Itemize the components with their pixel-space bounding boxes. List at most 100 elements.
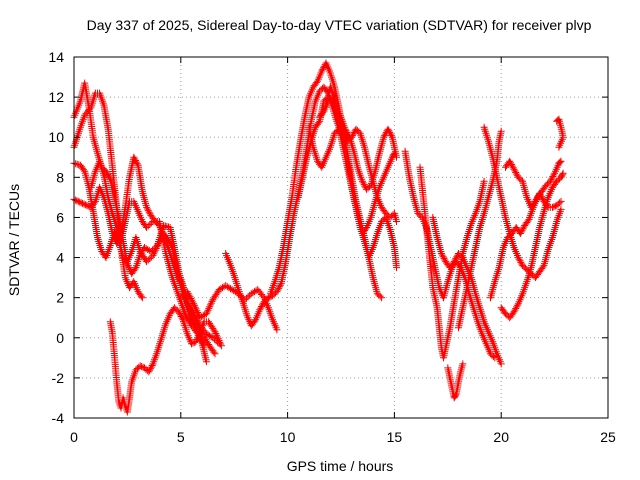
data-point <box>500 196 502 198</box>
data-point <box>387 128 389 130</box>
data-point <box>210 347 212 349</box>
data-point <box>547 248 549 251</box>
data-point <box>199 331 201 333</box>
data-point <box>146 226 148 229</box>
data-point <box>534 200 537 202</box>
data-point <box>212 337 214 339</box>
data-point <box>457 327 460 329</box>
data-point <box>152 255 154 257</box>
data-point <box>558 162 560 164</box>
data-point <box>96 152 99 154</box>
data-point <box>94 170 96 172</box>
data-point <box>442 297 445 299</box>
data-point <box>99 186 101 188</box>
data-point <box>432 287 434 289</box>
data-point <box>472 307 474 309</box>
data-point <box>494 281 496 283</box>
data-point <box>366 188 368 190</box>
data-point <box>137 210 139 212</box>
data-point <box>466 287 468 289</box>
data-markers <box>455 127 505 332</box>
data-point <box>460 371 462 373</box>
data-point <box>442 357 445 359</box>
data-point <box>562 172 564 174</box>
data-point <box>355 128 357 130</box>
data-point <box>551 186 554 188</box>
x-tick-label: 0 <box>70 429 78 445</box>
data-point <box>492 156 494 158</box>
data-point <box>319 120 321 122</box>
data-point <box>522 180 524 182</box>
data-point <box>363 146 366 148</box>
data-point <box>509 317 511 319</box>
data-point <box>242 301 244 303</box>
data-point <box>447 281 449 283</box>
data-point <box>428 246 430 249</box>
data-point <box>81 202 84 204</box>
data-point <box>107 212 109 214</box>
data-point <box>434 267 436 269</box>
data-point <box>517 303 519 305</box>
data-point <box>92 136 94 138</box>
data-point <box>195 341 197 343</box>
data-point <box>539 226 541 229</box>
data-point <box>190 343 193 345</box>
data-point <box>267 297 269 299</box>
data-point <box>152 363 154 365</box>
data-point <box>370 184 372 186</box>
data-point <box>457 381 460 383</box>
x-axis-label: GPS time / hours <box>287 458 394 474</box>
data-point <box>299 140 301 142</box>
data-point <box>143 367 146 369</box>
data-point <box>404 150 406 152</box>
x-tick-label: 5 <box>177 429 185 445</box>
data-point <box>131 250 133 253</box>
data-point <box>522 293 524 295</box>
data-point <box>475 246 477 249</box>
data-point <box>114 357 116 359</box>
data-point <box>351 186 353 188</box>
data-point <box>541 190 543 192</box>
data-point <box>479 307 481 309</box>
data-point <box>492 180 494 182</box>
data-markers <box>444 360 467 402</box>
data-point <box>203 337 205 339</box>
data-point <box>385 212 387 214</box>
data-point <box>86 204 88 206</box>
data-point <box>485 343 487 345</box>
data-point <box>496 353 498 355</box>
data-point <box>393 212 395 214</box>
data-point <box>383 176 385 178</box>
data-point <box>269 293 272 295</box>
data-point <box>327 100 329 102</box>
data-point <box>344 128 346 130</box>
data-point <box>560 160 562 162</box>
y-tick-label: 8 <box>56 169 64 185</box>
data-point <box>381 220 383 223</box>
data-point <box>551 206 554 208</box>
data-point <box>504 216 507 218</box>
data-markers <box>497 169 567 322</box>
data-point <box>263 301 265 303</box>
y-axis-label: SDTVAR / TECUs <box>6 184 22 296</box>
data-point <box>363 240 366 243</box>
data-point <box>475 212 477 214</box>
data-point <box>408 176 410 178</box>
data-point <box>526 281 528 283</box>
data-point <box>323 86 325 88</box>
data-point <box>395 220 398 223</box>
data-point <box>447 367 449 369</box>
data-point <box>84 114 86 116</box>
data-point <box>481 333 483 335</box>
data-point <box>109 321 111 323</box>
data-point <box>272 319 274 321</box>
data-point <box>432 216 434 218</box>
data-point <box>312 146 314 148</box>
data-point <box>272 295 274 297</box>
data-point <box>135 236 137 239</box>
data-point <box>188 307 190 309</box>
data-point <box>212 299 214 301</box>
y-tick-label: 14 <box>48 49 64 65</box>
data-point <box>368 164 370 166</box>
data-point <box>101 250 103 253</box>
